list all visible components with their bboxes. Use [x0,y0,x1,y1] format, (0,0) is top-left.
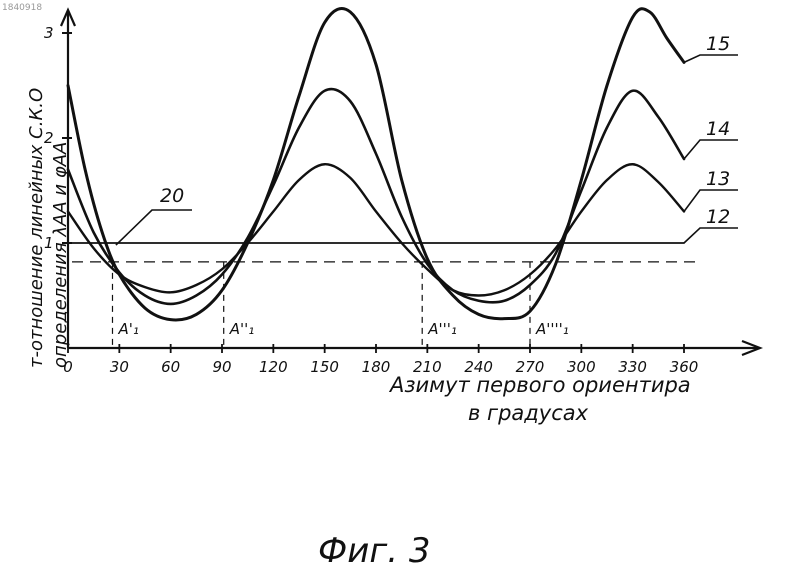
x-tick-label: 180 [362,358,391,376]
curve-labels: 12 13 14 15 [684,33,738,243]
x-axis-title-line2: в градусах [468,401,589,425]
y-tick-label: 3 [44,24,54,42]
curve-label-20: 20 [160,185,184,207]
y-axis-title-line1: т-отношение линейных С.К.О [26,88,47,368]
x-tick-label: 60 [161,358,180,376]
y-axis-title-line2: определения λАА и φАА [50,142,71,368]
point-label-a1: A''''₁ [535,320,569,338]
point-label-a1: A'''₁ [427,320,457,338]
leader-line-14 [684,140,738,159]
x-tick-label: 90 [212,358,231,376]
x-tick-label: 120 [259,358,288,376]
curve-label-12: 12 [706,206,730,228]
x-axis-title-line1: Азимут первого ориентира [388,373,691,397]
document-number: 1840918 [2,3,42,13]
point-label-a1: A''₁ [229,320,255,338]
point-label-a1: A'₁ [117,320,138,338]
x-tick-label: 150 [310,358,339,376]
leader-line-12 [684,228,738,243]
leader-line-15 [684,55,738,62]
figure-caption: Фиг. 3 [318,531,430,571]
curve-label-15: 15 [706,33,730,55]
series-line-13 [68,164,684,295]
series-group [68,9,684,320]
x-tick-label: 30 [110,358,129,376]
curve-label-13: 13 [706,168,730,190]
reference-lines [72,262,700,348]
leader-line-20 [116,210,192,245]
curve-label-14: 14 [706,118,730,140]
